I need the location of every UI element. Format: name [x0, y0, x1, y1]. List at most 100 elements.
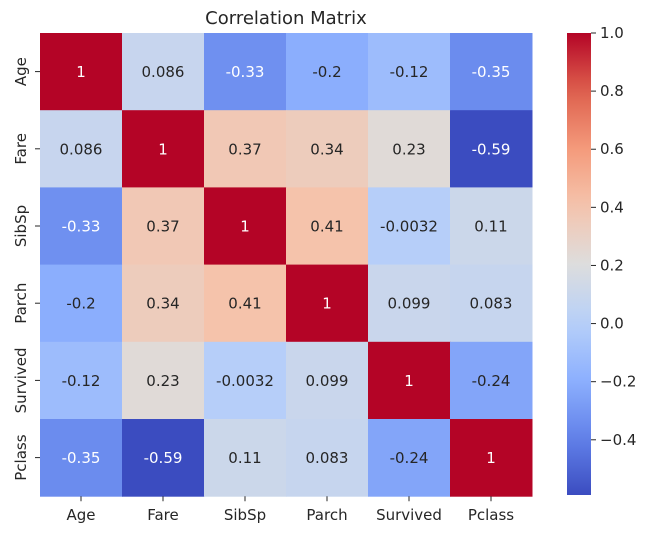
cell-value-label: 0.086 [60, 140, 103, 158]
y-axis: Age Fare SibSp Parch Survived Pclass [12, 57, 40, 481]
x-tick-label: SibSp [224, 506, 266, 524]
cell-value-label: 0.083 [470, 295, 513, 313]
heatmap-cell-0-2 [204, 33, 287, 111]
heatmap-cell-2-1 [122, 187, 205, 266]
cell-value-label: 0.37 [228, 140, 261, 158]
heatmap-cell-2-3 [286, 187, 369, 266]
heatmap-cell-1-3 [286, 110, 369, 188]
cell-value-label: 0.083 [306, 449, 349, 467]
x-tick-label: Survived [376, 506, 442, 524]
x-tick-label: Parch [306, 506, 347, 524]
cell-value-label: -0.59 [144, 449, 183, 467]
colorbar-tick-label: 0.8 [600, 82, 624, 100]
cell-value-label: 0.099 [388, 295, 431, 313]
cell-value-label: -0.35 [472, 63, 511, 81]
cell-value-label: 0.086 [142, 63, 185, 81]
heatmap-cell-4-5 [450, 341, 533, 420]
heatmap-cell-2-0 [40, 187, 123, 266]
heatmap-cell-3-1 [122, 264, 205, 343]
colorbar-gradient [567, 33, 591, 495]
cell-value-label: -0.2 [312, 63, 341, 81]
cell-value-label: 0.34 [146, 295, 179, 313]
y-tick-label: Parch [12, 283, 30, 324]
heatmap-cell-4-2 [204, 341, 287, 420]
y-tick-label: Fare [12, 133, 30, 165]
cell-value-label: -0.33 [226, 63, 265, 81]
chart-title: Correlation Matrix [205, 8, 367, 29]
colorbar-tick-label: −0.4 [600, 431, 636, 449]
y-tick-label: SibSp [12, 205, 30, 247]
cell-value-label: 0.11 [474, 218, 507, 236]
heatmap-cell-0-3 [286, 33, 369, 111]
x-axis: Age Fare SibSp Parch Survived Pclass [66, 496, 514, 524]
heatmap-cell-2-4 [368, 187, 451, 266]
cell-value-label: -0.12 [390, 63, 429, 81]
cell-value-label: -0.24 [390, 449, 429, 467]
heatmap-cell-3-4 [368, 264, 451, 343]
heatmap-cells [40, 33, 533, 497]
heatmap-cell-5-1 [122, 419, 205, 497]
x-tick-label: Pclass [468, 506, 514, 524]
heatmap-cell-1-5 [450, 110, 533, 188]
heatmap-cell-4-0 [40, 341, 123, 420]
cell-value-label: 0.41 [310, 218, 343, 236]
heatmap-cell-5-2 [204, 419, 287, 497]
cell-value-label: 0.34 [310, 140, 343, 158]
cell-value-label: 0.37 [146, 218, 179, 236]
cell-value-label: -0.0032 [216, 372, 274, 390]
heatmap-cell-2-5 [450, 187, 533, 266]
cell-value-label: -0.35 [62, 449, 101, 467]
heatmap-cell-3-3 [286, 264, 369, 343]
cell-value-label: 1 [404, 372, 414, 390]
cell-value-label: -0.0032 [380, 218, 438, 236]
cell-value-label: -0.12 [62, 372, 101, 390]
cell-value-label: 1 [486, 449, 496, 467]
colorbar-tick-label: 0.0 [600, 315, 624, 333]
cell-value-label: -0.59 [472, 140, 511, 158]
colorbar-tick-label: 0.2 [600, 256, 624, 274]
x-tick-label: Age [66, 506, 95, 524]
cell-value-label: 1 [76, 63, 86, 81]
cell-value-label: -0.33 [62, 218, 101, 236]
cell-value-label: 0.41 [228, 295, 261, 313]
heatmap-cell-3-0 [40, 264, 123, 343]
heatmap-cell-labels: 1 0.086 -0.33 -0.2 -0.12 -0.35 0.086 1 0.37 0.34 0… [60, 63, 513, 467]
heatmap-cell-4-4 [368, 341, 451, 420]
heatmap-cell-0-4 [368, 33, 451, 111]
heatmap-cell-2-2 [204, 187, 287, 266]
y-tick-label: Survived [12, 347, 30, 413]
cell-value-label: 1 [240, 218, 250, 236]
y-tick-label: Pclass [12, 434, 30, 480]
heatmap-cell-5-4 [368, 419, 451, 497]
cell-value-label: 0.099 [306, 372, 349, 390]
cell-value-label: 0.23 [146, 372, 179, 390]
cell-value-label: 0.23 [392, 140, 425, 158]
heatmap-cell-4-3 [286, 341, 369, 420]
heatmap-cell-5-5 [450, 419, 533, 497]
cell-value-label: 0.11 [228, 449, 261, 467]
cell-value-label: -0.24 [472, 372, 511, 390]
heatmap-cell-0-0 [40, 33, 123, 111]
cell-value-label: -0.2 [66, 295, 95, 313]
colorbar-tick-label: 0.6 [600, 140, 624, 158]
heatmap-cell-3-2 [204, 264, 287, 343]
x-tick-label: Fare [147, 506, 179, 524]
heatmap-cell-5-0 [40, 419, 123, 497]
cell-value-label: 1 [322, 295, 332, 313]
cell-value-label: 1 [158, 140, 168, 158]
heatmap-cell-1-1 [122, 110, 205, 188]
y-tick-label: Age [12, 57, 30, 86]
colorbar-tick-label: −0.2 [600, 373, 636, 391]
heatmap-cell-1-4 [368, 110, 451, 188]
heatmap-cell-1-0 [40, 110, 123, 188]
colorbar-tick-label: 0.4 [600, 198, 624, 216]
heatmap-cell-0-5 [450, 33, 533, 111]
colorbar-tick-label: 1.0 [600, 24, 624, 42]
heatmap-cell-3-5 [450, 264, 533, 343]
heatmap-cell-0-1 [122, 33, 205, 111]
heatmap-cell-1-2 [204, 110, 287, 188]
heatmap-cell-5-3 [286, 419, 369, 497]
colorbar: 1.0 0.8 0.6 0.4 0.2 0.0 −0.2 −0.4 [567, 24, 636, 495]
heatmap-cell-4-1 [122, 341, 205, 420]
